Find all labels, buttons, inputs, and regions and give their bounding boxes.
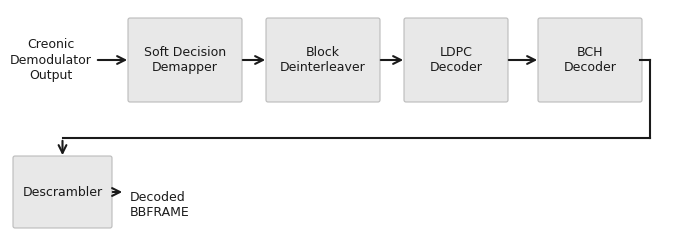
Text: Creonic
Demodulator
Output: Creonic Demodulator Output [10,38,92,82]
FancyBboxPatch shape [404,18,508,102]
FancyBboxPatch shape [266,18,380,102]
Text: Descrambler: Descrambler [22,186,103,198]
FancyBboxPatch shape [538,18,642,102]
Text: BCH
Decoder: BCH Decoder [564,46,617,74]
Text: LDPC
Decoder: LDPC Decoder [430,46,482,74]
FancyBboxPatch shape [128,18,242,102]
Text: Soft Decision
Demapper: Soft Decision Demapper [144,46,226,74]
FancyBboxPatch shape [13,156,112,228]
Text: Decoded
BBFRAME: Decoded BBFRAME [130,191,190,219]
Text: Block
Deinterleaver: Block Deinterleaver [280,46,366,74]
